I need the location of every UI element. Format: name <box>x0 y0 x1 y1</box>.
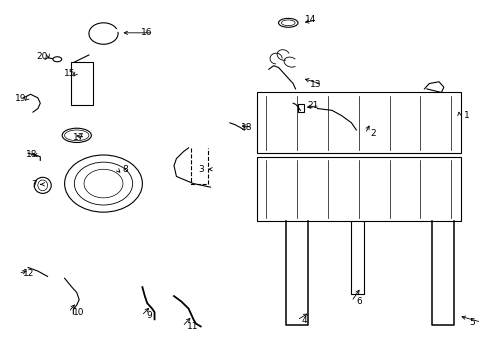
Text: 18: 18 <box>240 123 252 132</box>
Text: 11: 11 <box>187 322 198 331</box>
Bar <box>297 104 303 112</box>
Text: 17: 17 <box>73 132 85 141</box>
Text: 19: 19 <box>15 94 26 103</box>
Text: 20: 20 <box>36 52 48 61</box>
Text: 13: 13 <box>309 80 321 89</box>
Text: 1: 1 <box>463 111 469 120</box>
Text: 6: 6 <box>356 297 361 306</box>
Text: 15: 15 <box>63 69 75 78</box>
Text: 2: 2 <box>369 129 375 138</box>
Text: 4: 4 <box>301 315 307 324</box>
Text: 7: 7 <box>31 180 37 189</box>
Text: 5: 5 <box>468 318 474 327</box>
Text: 21: 21 <box>307 101 319 110</box>
Text: 3: 3 <box>198 165 203 174</box>
Text: 8: 8 <box>122 165 127 174</box>
Text: 16: 16 <box>141 28 153 37</box>
Text: 12: 12 <box>23 269 35 278</box>
Text: 18: 18 <box>26 150 37 159</box>
Text: 14: 14 <box>305 15 316 24</box>
Text: 10: 10 <box>73 308 85 317</box>
Text: 9: 9 <box>146 311 152 320</box>
